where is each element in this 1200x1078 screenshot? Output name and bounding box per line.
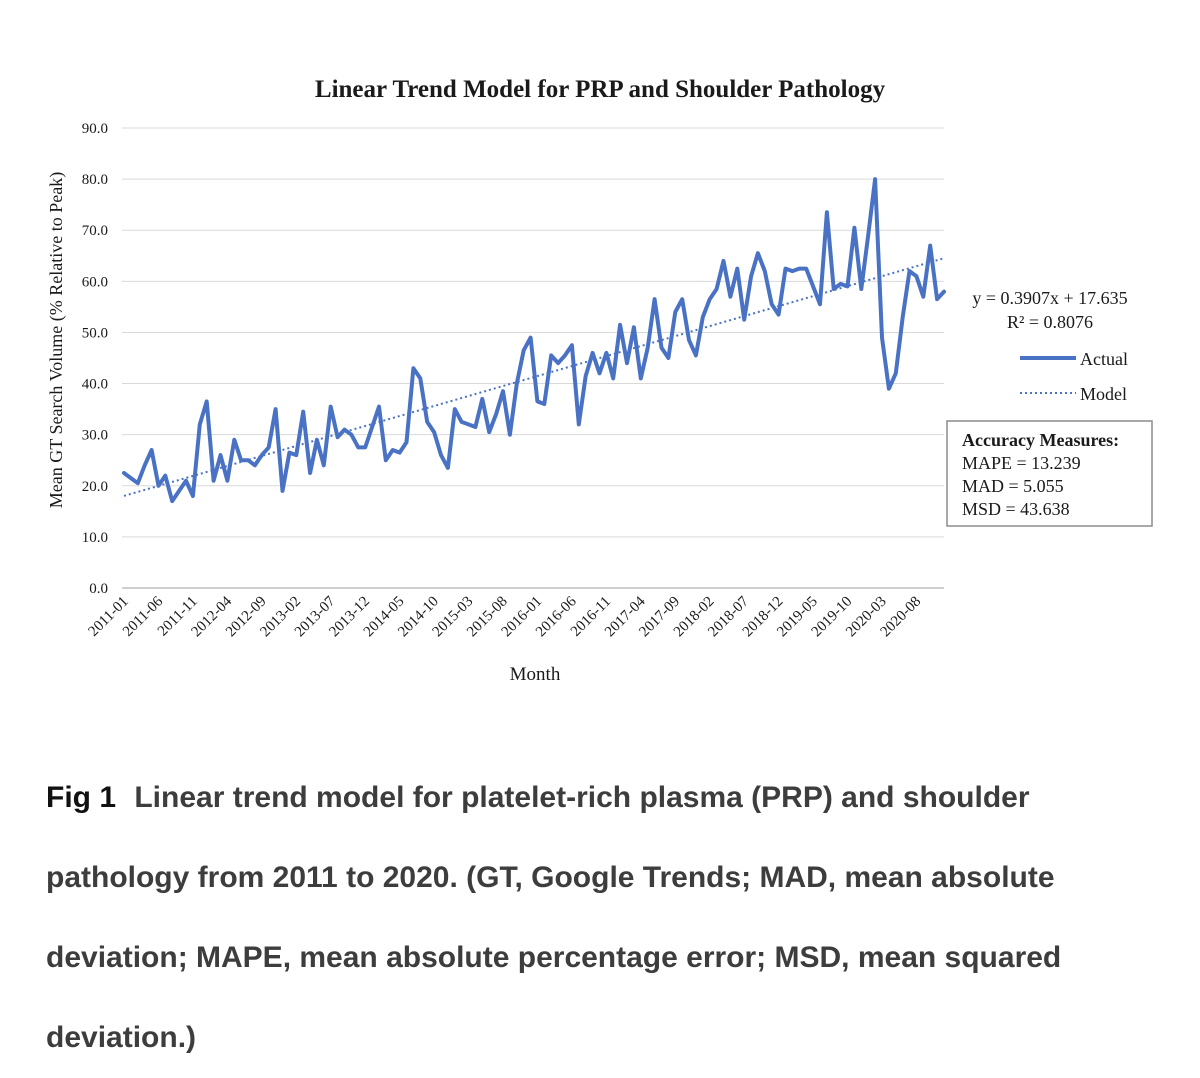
x-tick-labels: 2011-012011-062011-112012-042012-092013-… — [86, 593, 925, 640]
x-axis-label: Month — [510, 664, 561, 685]
y-tick-label: 80.0 — [82, 172, 108, 188]
y-tick-label: 10.0 — [82, 530, 108, 546]
chart-svg: Linear Trend Model for PRP and Shoulder … — [46, 76, 1153, 685]
accuracy-title: Accuracy Measures: — [962, 430, 1119, 450]
y-axis-label: Mean GT Search Volume (% Relative to Pea… — [46, 172, 67, 508]
chart-title: Linear Trend Model for PRP and Shoulder … — [315, 76, 886, 103]
accuracy-measures-box: Accuracy Measures: MAPE = 13.239 MAD = 5… — [946, 420, 1153, 527]
legend-model-label: Model — [1080, 384, 1127, 404]
y-tick-label: 50.0 — [82, 325, 108, 341]
actual-series-line — [122, 177, 946, 504]
y-tick-label: 40.0 — [82, 377, 108, 393]
accuracy-mape: MAPE = 13.239 — [962, 453, 1081, 473]
y-tick-labels: 0.0 10.0 20.0 30.0 40.0 50.0 60.0 70.0 80.0 90.0 — [82, 121, 108, 597]
legend-actual-label: Actual — [1080, 349, 1128, 369]
accuracy-msd: MSD = 43.638 — [962, 499, 1070, 519]
r-squared: R² = 0.8076 — [1007, 312, 1093, 332]
y-tick-label: 70.0 — [82, 223, 108, 239]
figure-caption: Fig 1 Linear trend model for platelet-ri… — [46, 758, 1156, 1078]
caption-label: Fig 1 — [46, 781, 117, 814]
chart-figure: Linear Trend Model for PRP and Shoulder … — [46, 76, 1153, 685]
y-tick-label: 20.0 — [82, 479, 108, 495]
y-tick-label: 0.0 — [89, 581, 108, 597]
trend-equation: y = 0.3907x + 17.635 — [972, 288, 1127, 308]
caption-text: Linear trend model for platelet-rich pla… — [46, 781, 1062, 1054]
y-tick-label: 60.0 — [82, 274, 108, 290]
y-tick-label: 30.0 — [82, 428, 108, 444]
grid-lines — [122, 127, 944, 538]
accuracy-box-frame — [946, 420, 1153, 527]
legend: Actual Model — [1020, 349, 1128, 404]
y-tick-label: 90.0 — [82, 121, 108, 137]
accuracy-mad: MAD = 5.055 — [962, 476, 1064, 496]
